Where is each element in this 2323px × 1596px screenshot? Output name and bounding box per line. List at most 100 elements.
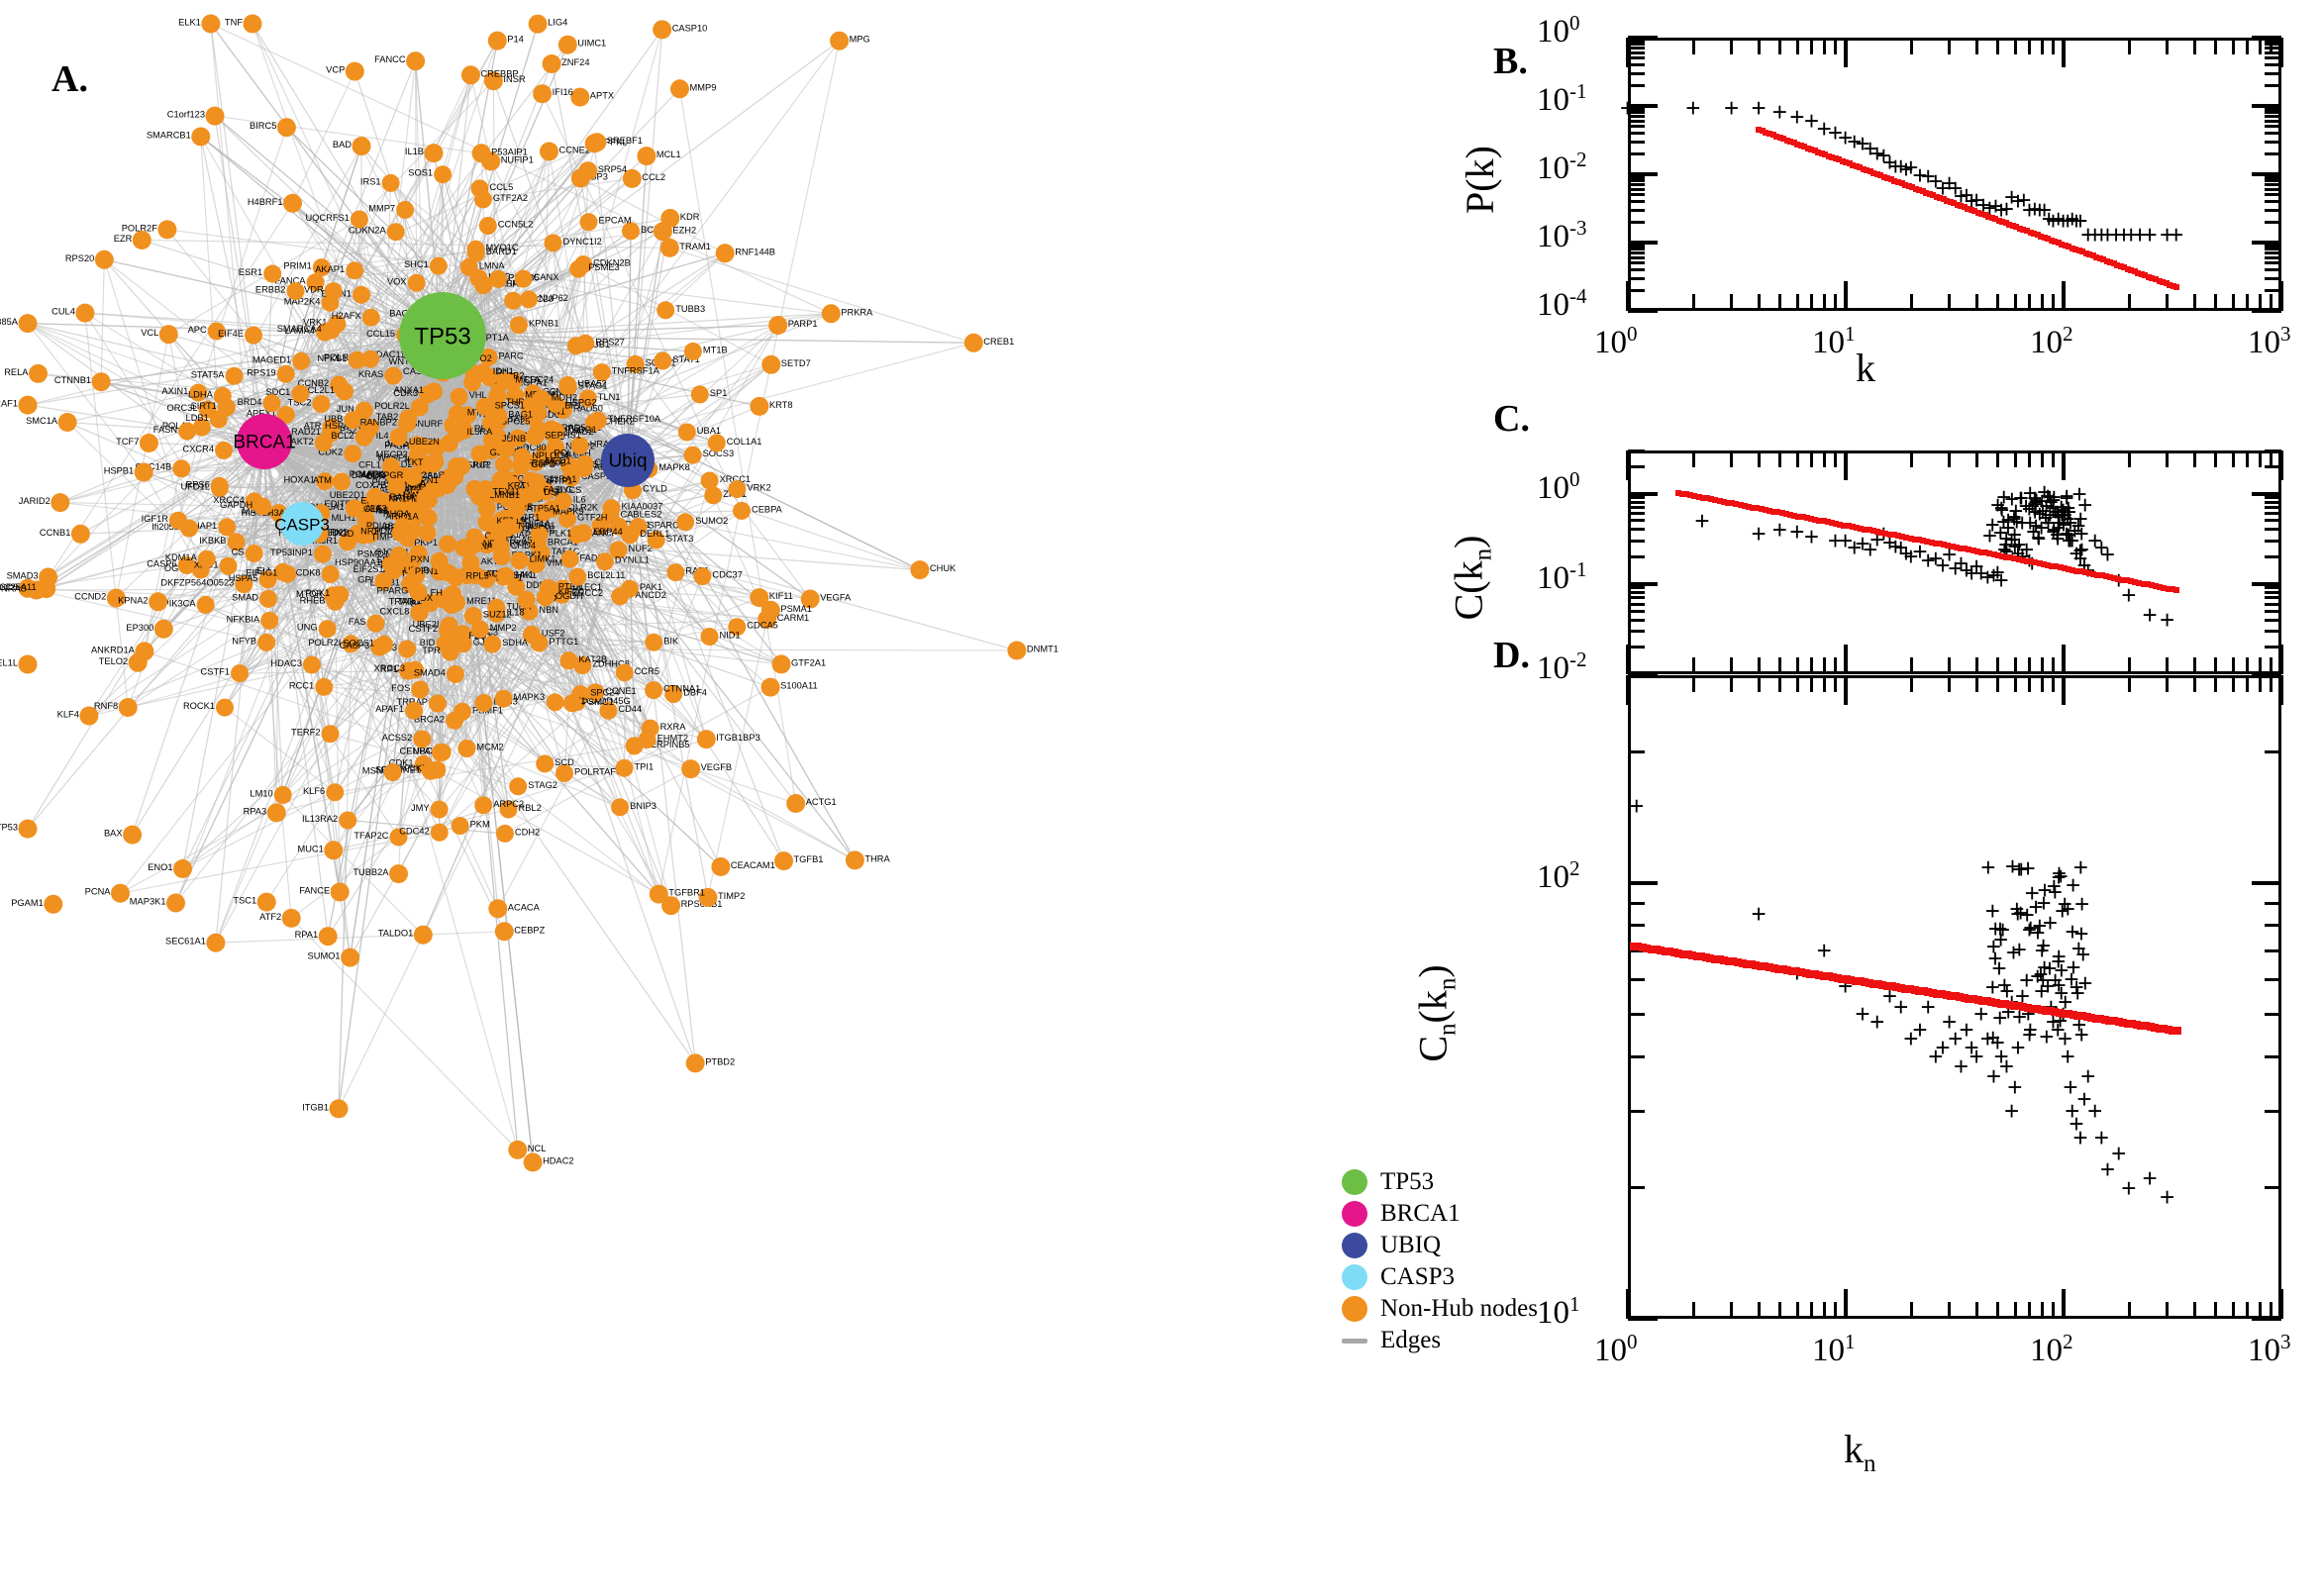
network-node[interactable]: ZNF385A [0, 314, 38, 334]
network-node[interactable]: RARA [390, 489, 435, 508]
network-node[interactable]: CFL1 [358, 457, 400, 475]
network-node[interactable]: PSMD1 [357, 546, 408, 564]
network-node[interactable]: IL8 [375, 502, 407, 521]
network-node[interactable]: SMC1A [26, 413, 77, 432]
network-node[interactable]: NDUFS1 [499, 518, 556, 537]
network-node[interactable]: TCF7 [116, 434, 158, 452]
network-node[interactable]: TERF2 [291, 725, 340, 744]
network-node[interactable]: ACSS2 [382, 730, 432, 748]
network-node[interactable]: LDHA [188, 386, 232, 405]
network-node[interactable]: RPS20 [65, 249, 114, 269]
network-node[interactable]: COL1A1 [707, 434, 762, 452]
network-node[interactable]: H4BRF1 [248, 193, 302, 213]
network-node[interactable]: TALDO1 [378, 925, 433, 945]
network-node[interactable]: HDAC2 [523, 1152, 574, 1172]
network-node[interactable]: GTF2H [558, 510, 607, 529]
network-node[interactable]: CTNNA1 [645, 681, 700, 700]
network-node[interactable]: VCP [326, 61, 364, 81]
network-node[interactable]: STAT5A [191, 366, 244, 385]
network-node[interactable]: LIMK1 [510, 551, 556, 570]
network-node[interactable]: HSPG2 [547, 394, 597, 413]
network-node[interactable]: TNFRSF10B [494, 455, 566, 474]
network-node[interactable]: LMNA [459, 257, 506, 276]
network-node[interactable]: VIM [527, 554, 563, 573]
network-node[interactable]: TNFRSF10A [588, 411, 661, 430]
network-node[interactable]: EPCAM [579, 213, 632, 232]
network-node[interactable]: SMARCA4 [277, 321, 341, 340]
network-node[interactable]: MAPK3 [494, 689, 546, 708]
network-node[interactable]: NFYB [232, 633, 276, 651]
network-node[interactable]: CREBBP [460, 65, 519, 85]
network-node[interactable]: KIF11 [750, 588, 793, 608]
network-node[interactable]: PGD [334, 526, 373, 545]
network-node[interactable]: PXN [410, 551, 449, 570]
hub-node-tp53[interactable]: TP53 [399, 292, 486, 379]
network-node[interactable]: ITGB1 [302, 1099, 349, 1119]
network-node[interactable]: POLR2F [122, 220, 177, 240]
network-node[interactable]: ELK1 [178, 14, 221, 34]
network-node[interactable]: PGAM1 [11, 894, 63, 914]
network-node[interactable]: IL6 [554, 492, 586, 511]
network-node[interactable]: AKAP1 [315, 261, 364, 280]
network-node[interactable]: HK1 [496, 566, 534, 585]
network-node[interactable]: VCL [141, 325, 178, 345]
network-node[interactable]: EIF4E [218, 326, 262, 345]
network-node[interactable]: KLF4 [57, 706, 99, 726]
network-node[interactable]: STAT1 [654, 351, 700, 370]
network-node[interactable]: KDM1A [165, 549, 216, 568]
network-node[interactable]: CCNE2 [540, 142, 590, 161]
network-node[interactable]: AKT2 [291, 434, 333, 452]
network-node[interactable]: CD44 [599, 701, 642, 720]
network-node[interactable]: HSPA5 [229, 570, 277, 589]
network-node[interactable]: HOXA1 [283, 472, 334, 491]
network-node[interactable]: PGK1 [305, 585, 350, 604]
network-node[interactable]: CHUK [910, 560, 957, 580]
network-node[interactable]: RPS27 [576, 334, 625, 352]
network-node[interactable]: DYNLL1 [595, 552, 650, 571]
network-node[interactable]: FAS [349, 614, 385, 633]
network-node[interactable]: SDHA [483, 635, 529, 653]
network-node[interactable]: PLK1 [530, 525, 572, 544]
network-node[interactable]: DKFZP564O0523 [160, 575, 253, 594]
network-node[interactable]: RNF8 [94, 698, 138, 717]
network-node[interactable]: NR3C1 [360, 524, 410, 543]
network-node[interactable]: POLR2L [374, 398, 429, 417]
network-node[interactable]: VEGFA [800, 589, 852, 609]
network-node[interactable]: SMAD [232, 589, 277, 608]
network-node[interactable]: IL4 [376, 428, 408, 447]
network-node[interactable]: PARP1 [768, 316, 818, 335]
network-node[interactable]: KPNB1 [510, 316, 559, 335]
network-node[interactable]: TPI1 [615, 758, 655, 777]
network-node[interactable]: CASP10 [653, 20, 707, 40]
network-node[interactable]: CEACAM1 [711, 857, 775, 876]
network-node[interactable]: TIMP2 [698, 887, 746, 907]
network-node[interactable]: POLRTAF6 [556, 764, 621, 782]
network-node[interactable]: JMY [411, 800, 449, 819]
network-node[interactable]: TNFRSF1A [592, 363, 660, 382]
network-node[interactable]: NFKB1 [318, 350, 366, 369]
network-node[interactable]: EZR [114, 231, 152, 249]
network-node[interactable]: TUBG1 [547, 422, 597, 441]
network-node[interactable]: SEPHS1 [526, 427, 581, 446]
network-node[interactable]: NUP62 [520, 290, 568, 309]
network-node[interactable]: SDC1 [265, 384, 310, 403]
network-node[interactable]: RPN1 [414, 472, 457, 491]
network-node[interactable]: ERCC2 [553, 585, 604, 604]
network-node[interactable]: EP300 [126, 619, 173, 639]
network-node[interactable]: MUC1 [297, 841, 344, 860]
network-node[interactable]: MCL1 [637, 147, 681, 166]
network-node[interactable]: SCD [536, 754, 574, 773]
network-node[interactable]: TFAP2C [354, 828, 408, 847]
network-node[interactable]: MLH1 [332, 510, 375, 529]
network-node[interactable]: CCR5 [615, 663, 659, 682]
network-node[interactable]: STAT3 [647, 531, 694, 549]
network-node[interactable]: MT1A [496, 371, 542, 390]
network-node[interactable]: SPCS1 [475, 397, 525, 416]
network-node[interactable]: ERBB2 [255, 282, 305, 301]
network-node[interactable]: TGFB1 [774, 851, 823, 871]
network-node[interactable]: CDH2 [495, 824, 540, 843]
network-node[interactable]: HDAC3 [270, 655, 321, 674]
network-node[interactable]: FANCA [275, 273, 325, 292]
network-node[interactable]: SMAD4 [414, 665, 464, 683]
network-node[interactable]: APC [188, 322, 226, 341]
